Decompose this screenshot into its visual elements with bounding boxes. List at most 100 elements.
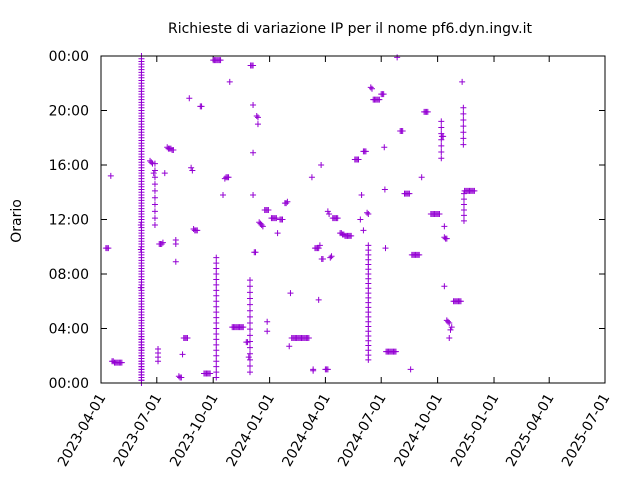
data-point [308, 174, 315, 181]
data-point [459, 78, 466, 85]
data-point [207, 370, 214, 377]
data-point [460, 123, 467, 130]
data-point [418, 174, 425, 181]
data-point [213, 347, 220, 354]
data-point [179, 351, 186, 358]
data-point [319, 256, 326, 263]
data-point [315, 245, 322, 252]
data-point [460, 206, 467, 213]
data-point [310, 367, 317, 374]
data-point [438, 142, 445, 149]
x-tick-label: 2023-07-01 [111, 391, 166, 469]
data-point [460, 201, 467, 208]
data-point [178, 374, 185, 381]
data-point [328, 253, 335, 260]
data-point [460, 110, 467, 117]
data-point [286, 343, 293, 350]
data-marks [102, 53, 478, 386]
data-point [213, 320, 220, 327]
data-point [253, 112, 260, 119]
data-point [186, 95, 193, 102]
data-point [151, 174, 158, 181]
data-point [246, 307, 253, 314]
data-point [380, 91, 387, 98]
data-point [246, 326, 253, 333]
data-point [441, 223, 448, 230]
data-point [445, 318, 452, 325]
x-tick-label: 2024-01-01 [224, 391, 279, 469]
data-point [327, 254, 334, 261]
data-point [246, 283, 253, 290]
data-point [407, 366, 414, 373]
data-point [240, 324, 247, 331]
data-point [438, 118, 445, 125]
data-point [172, 258, 179, 265]
data-point [460, 117, 467, 124]
data-point [460, 212, 467, 219]
data-point [246, 313, 253, 320]
data-point [369, 85, 376, 92]
data-point [246, 289, 253, 296]
data-point [151, 187, 158, 194]
data-point [159, 239, 166, 246]
data-point [213, 363, 220, 370]
data-point [148, 159, 155, 166]
data-point [382, 245, 389, 252]
x-tick-label: 2025-04-01 [503, 391, 558, 469]
data-point [334, 215, 341, 222]
data-point [250, 149, 257, 156]
data-point [217, 57, 224, 64]
data-point [226, 78, 233, 85]
data-point [447, 326, 454, 333]
data-point [213, 254, 220, 261]
data-point [394, 54, 401, 61]
data-point [460, 141, 467, 148]
x-tick-label: 2024-07-01 [335, 391, 390, 469]
data-point [213, 369, 220, 376]
data-point [138, 330, 145, 337]
data-point [315, 296, 322, 303]
data-point [213, 271, 220, 277]
data-point [424, 108, 431, 115]
data-point [184, 335, 191, 342]
data-point [443, 235, 450, 242]
data-point [259, 223, 266, 230]
data-point [438, 149, 445, 156]
data-point [460, 190, 467, 197]
data-point [151, 181, 158, 188]
data-point [254, 114, 261, 121]
data-point [360, 227, 367, 234]
data-point [252, 249, 259, 256]
data-point [246, 350, 253, 357]
data-point [436, 211, 443, 218]
data-point [274, 230, 281, 237]
data-point [460, 129, 467, 136]
data-point [118, 359, 125, 366]
data-point [213, 303, 220, 310]
data-point [172, 241, 179, 248]
data-point [460, 135, 467, 142]
data-point [213, 352, 220, 359]
data-point [151, 194, 158, 201]
data-point [438, 136, 445, 143]
data-point [438, 130, 445, 137]
data-point [264, 328, 271, 335]
data-point [441, 283, 448, 290]
data-point [151, 167, 158, 174]
data-point [250, 62, 257, 69]
chart-title: Richieste di variazione IP per il nome p… [168, 21, 533, 37]
data-point [376, 96, 383, 103]
data-point [158, 241, 165, 248]
data-point [326, 211, 333, 218]
data-point [279, 216, 286, 223]
data-point [246, 301, 253, 308]
data-point [151, 208, 158, 215]
y-tick-label: 16:00 [49, 158, 89, 174]
data-point [194, 227, 201, 234]
data-point [318, 162, 325, 168]
data-point [246, 338, 253, 345]
x-tick-label: 2025-07-01 [559, 391, 614, 469]
data-point [213, 325, 220, 332]
data-point [246, 277, 253, 284]
x-tick-label: 2024-10-01 [392, 391, 447, 469]
